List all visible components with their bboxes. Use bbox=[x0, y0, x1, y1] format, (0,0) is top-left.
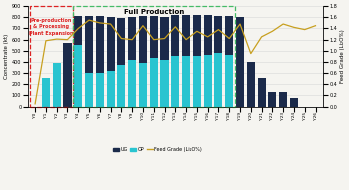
Bar bbox=[150, 58, 158, 107]
Bar bbox=[85, 16, 93, 73]
Bar bbox=[225, 16, 233, 55]
Bar bbox=[214, 16, 223, 53]
Bar bbox=[106, 17, 115, 71]
Bar bbox=[182, 56, 190, 107]
Legend: UG, OP, Feed Grade (Li₂O%): UG, OP, Feed Grade (Li₂O%) bbox=[111, 145, 204, 154]
Bar bbox=[96, 73, 104, 107]
Bar bbox=[236, 17, 244, 107]
Bar bbox=[203, 55, 212, 107]
Bar bbox=[64, 43, 72, 107]
Bar bbox=[225, 55, 233, 107]
Bar bbox=[85, 73, 93, 107]
Bar bbox=[214, 53, 223, 107]
Bar bbox=[30, 6, 73, 107]
Bar bbox=[139, 16, 147, 63]
Bar bbox=[74, 16, 82, 45]
Bar bbox=[106, 71, 115, 107]
Bar bbox=[279, 92, 287, 107]
Bar bbox=[193, 56, 201, 107]
Bar bbox=[150, 16, 158, 58]
Bar bbox=[128, 17, 136, 60]
Bar bbox=[290, 98, 298, 107]
Bar bbox=[268, 92, 276, 107]
Text: Full Production: Full Production bbox=[124, 9, 184, 15]
Bar bbox=[161, 17, 169, 60]
Bar bbox=[193, 15, 201, 56]
Bar bbox=[128, 60, 136, 107]
Bar bbox=[74, 45, 82, 107]
Text: Pre-production
& Processing
Plant Expansion: Pre-production & Processing Plant Expans… bbox=[29, 18, 74, 36]
Bar bbox=[96, 16, 104, 73]
Bar bbox=[117, 18, 125, 65]
Bar bbox=[247, 62, 255, 107]
Y-axis label: Feed Grade (Li₂O%): Feed Grade (Li₂O%) bbox=[340, 29, 345, 83]
Bar bbox=[139, 63, 147, 107]
Bar bbox=[161, 60, 169, 107]
Bar bbox=[171, 15, 179, 56]
Bar bbox=[171, 56, 179, 107]
Y-axis label: Concentrate (kt): Concentrate (kt) bbox=[4, 34, 9, 79]
Bar bbox=[117, 65, 125, 107]
Bar bbox=[73, 6, 235, 107]
Bar bbox=[182, 15, 190, 56]
Bar bbox=[258, 78, 266, 107]
Bar bbox=[203, 15, 212, 55]
Bar bbox=[42, 78, 50, 107]
Bar bbox=[53, 63, 61, 107]
